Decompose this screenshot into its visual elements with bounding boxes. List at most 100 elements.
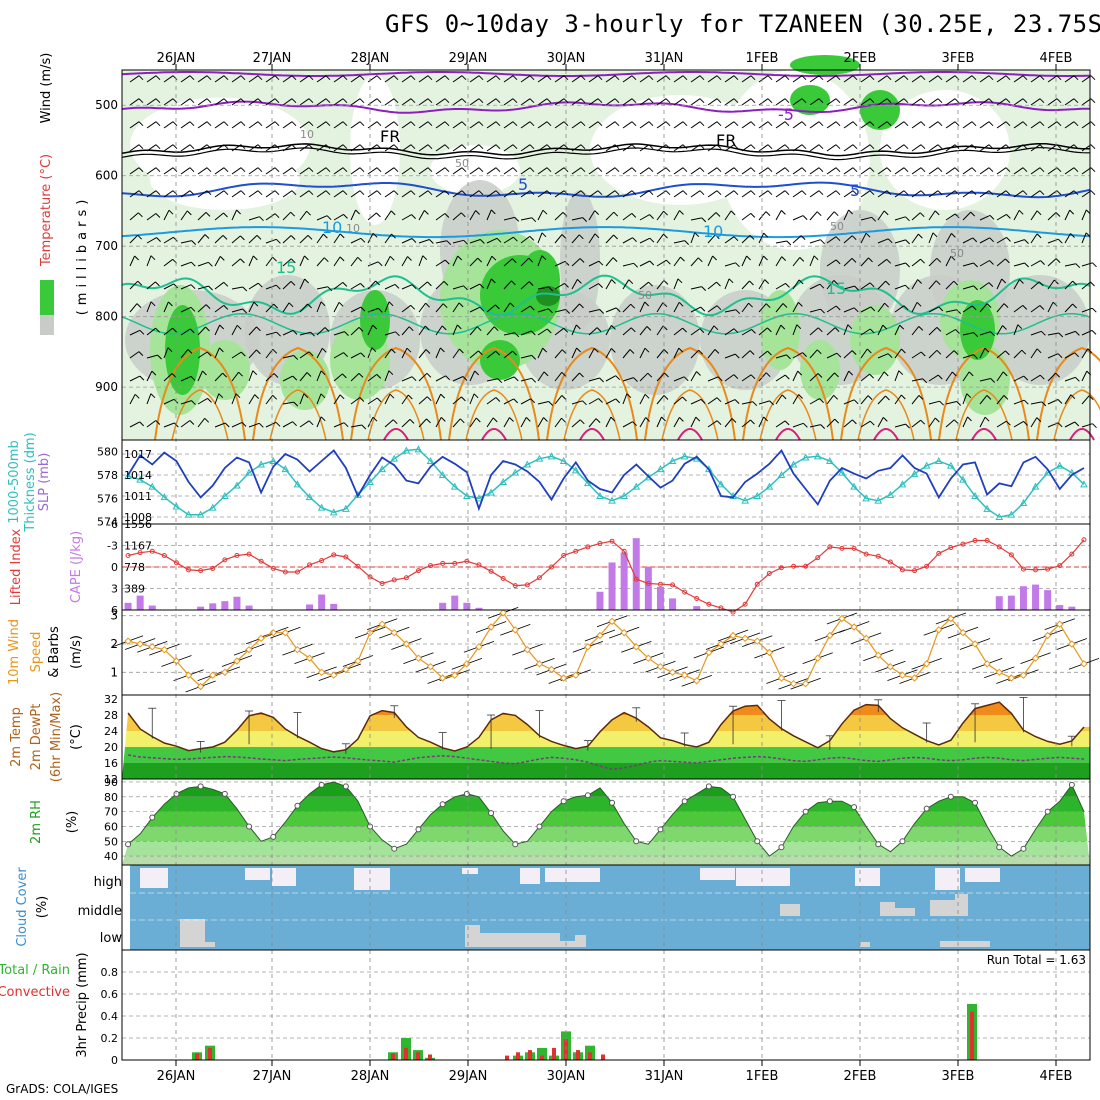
wind-barb-flag — [614, 167, 620, 173]
wind-barb-flag — [801, 98, 807, 104]
wind-barb-flag — [769, 400, 774, 406]
wind-barb-flag — [953, 350, 959, 355]
cloud-low-block — [860, 942, 870, 947]
wind-barb-flag — [614, 121, 620, 127]
li-point — [754, 581, 760, 587]
wind-barb — [214, 256, 221, 267]
wind-barb-flag — [903, 305, 909, 311]
thickness-point — [789, 460, 798, 468]
wind-barb — [622, 237, 633, 244]
wind-barb — [860, 348, 868, 359]
wind-barb — [180, 240, 192, 244]
wind-barb — [996, 371, 1004, 382]
wind-barb — [996, 395, 1005, 405]
temp-contour-28 — [367, 389, 425, 441]
wind-barb-flag — [256, 349, 261, 355]
temp-contour-minus10 — [121, 71, 1091, 77]
li-point — [585, 544, 591, 550]
wind-speed-point — [862, 634, 870, 643]
cape-bar — [669, 598, 677, 610]
wind-barb — [197, 167, 208, 175]
wind-barb-flag — [1003, 395, 1009, 400]
li-point — [500, 575, 506, 581]
temp-contour-25 — [938, 346, 1030, 441]
wind-barb-flag — [647, 372, 653, 378]
wind-barb-flag — [155, 121, 161, 127]
wind-barb-flag — [834, 327, 840, 332]
cloud-layer-label: middle — [78, 904, 122, 919]
thickness-point — [559, 456, 568, 464]
cape-bar — [124, 602, 132, 610]
wind-barb — [877, 395, 886, 405]
thickness-point — [475, 494, 483, 502]
wind-barb — [248, 326, 257, 336]
wind-barb-flag — [206, 351, 212, 357]
wind-speed-point — [584, 643, 592, 651]
wind-barb-flag — [699, 328, 705, 333]
wind-barb — [367, 397, 378, 405]
wind-barb — [282, 98, 293, 106]
wind-barb — [605, 234, 614, 244]
wind-barb — [622, 393, 628, 405]
cape-bar — [245, 605, 253, 610]
wind-barb — [520, 144, 531, 152]
wind-barb — [503, 302, 511, 313]
wind-barb — [911, 351, 922, 359]
wind-barb — [180, 400, 192, 405]
wind-barb-flag — [918, 233, 923, 239]
wind-barb-flag — [781, 210, 786, 215]
cloud-low-block — [575, 935, 586, 947]
wind-barb — [214, 121, 225, 129]
wind-barb-flag — [308, 98, 314, 104]
panel-label: 2m Temp — [9, 707, 24, 767]
wind-barb-flag — [597, 121, 603, 127]
wind-barb-flag — [252, 255, 258, 261]
wind-barb — [554, 190, 565, 198]
wind-barb — [265, 98, 276, 106]
wind-barb — [860, 395, 869, 405]
wind-barb — [962, 167, 973, 175]
thickness-point — [305, 493, 314, 501]
wind-barb — [860, 167, 871, 175]
wind-barb — [367, 98, 378, 106]
wind-barb-flag — [548, 401, 554, 406]
wind-barb-flag — [973, 262, 978, 268]
thickness-point — [801, 453, 810, 461]
wind-barb-flag — [615, 375, 621, 381]
wind-barb — [571, 372, 580, 382]
wind-barb-flag — [257, 75, 263, 81]
wind-barb — [214, 190, 225, 198]
wind-barb-flag — [648, 190, 654, 196]
wind-barb — [350, 144, 361, 152]
wind-barb-flag — [680, 256, 685, 262]
wind-barb-flag — [750, 213, 756, 218]
rh-point — [778, 844, 785, 851]
wind-barb — [231, 190, 242, 198]
wind-barb — [809, 308, 821, 313]
wind-barb-flag — [764, 279, 770, 284]
wind-barb-flag — [577, 279, 582, 284]
li-point — [887, 559, 893, 565]
wind-barb-flag — [360, 237, 366, 243]
wind-barb-flag — [1006, 420, 1011, 426]
wind-barb-flag — [1039, 167, 1045, 173]
thickness-point — [535, 454, 544, 462]
wind-barb-flag — [697, 257, 703, 263]
wind-barb — [809, 167, 820, 175]
wind-barb — [656, 210, 664, 221]
wind-barb — [1030, 417, 1038, 428]
wind-barb-flag — [666, 259, 671, 265]
wind-barb-flag — [1055, 372, 1060, 378]
wind-barb — [146, 370, 153, 382]
wind-speed-point — [922, 660, 931, 668]
wind-barb — [180, 284, 192, 290]
freezing-level-contour — [121, 142, 1090, 157]
wind-barb — [163, 236, 174, 244]
thickness-point — [1080, 480, 1088, 488]
temp-contour-28 — [857, 389, 915, 441]
wind-barb-flag — [599, 309, 605, 314]
wind-barb-flag — [598, 283, 603, 288]
wind-barb-flag — [1006, 237, 1011, 242]
wind-barb-flag — [869, 190, 875, 196]
wind-barb-flag — [422, 255, 428, 261]
